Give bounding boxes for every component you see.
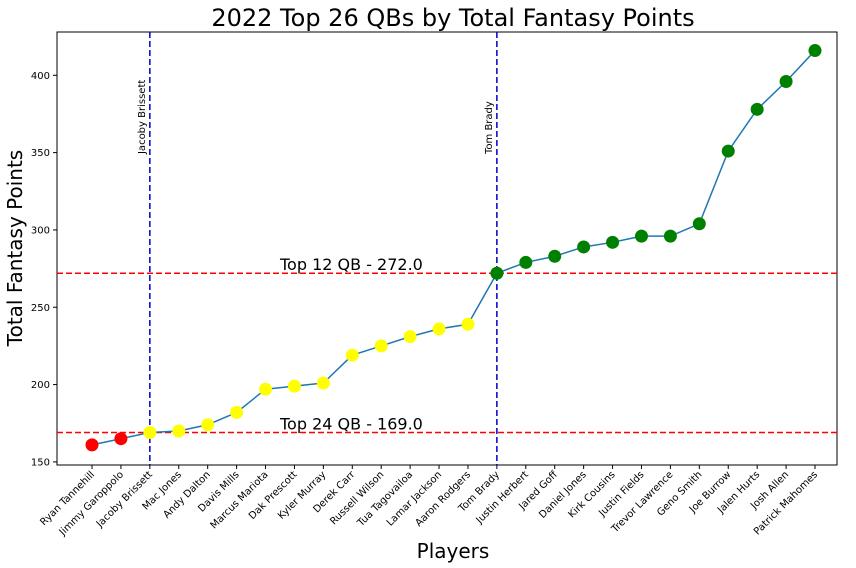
y-tick-label: 400 bbox=[31, 71, 50, 82]
data-point bbox=[750, 102, 764, 116]
chart-title: 2022 Top 26 QBs by Total Fantasy Points bbox=[211, 4, 694, 32]
data-point bbox=[316, 376, 330, 390]
y-tick-label: 200 bbox=[31, 380, 50, 391]
data-point bbox=[663, 229, 677, 243]
data-point bbox=[634, 229, 648, 243]
data-point bbox=[432, 322, 446, 336]
data-point bbox=[403, 330, 417, 344]
data-point bbox=[490, 266, 504, 280]
data-point bbox=[577, 240, 591, 254]
data-point bbox=[230, 405, 244, 419]
data-point bbox=[692, 217, 706, 231]
y-tick-label: 350 bbox=[31, 148, 50, 159]
data-point bbox=[287, 379, 301, 393]
reference-line-label: Top 24 QB - 169.0 bbox=[279, 415, 423, 434]
data-point bbox=[519, 255, 533, 269]
reference-line-label: Top 12 QB - 272.0 bbox=[279, 255, 423, 274]
data-point bbox=[779, 74, 793, 88]
data-point bbox=[606, 235, 620, 249]
data-point bbox=[721, 144, 735, 158]
data-point bbox=[259, 382, 273, 396]
data-point bbox=[201, 418, 215, 432]
data-point bbox=[374, 339, 388, 353]
data-point bbox=[461, 317, 475, 331]
data-point bbox=[808, 44, 822, 58]
vertical-line-label: Jacoby Brissett bbox=[137, 80, 148, 155]
y-tick-label: 250 bbox=[31, 303, 50, 314]
x-axis-label: Players bbox=[417, 539, 490, 563]
y-tick-label: 300 bbox=[31, 225, 50, 236]
plot-frame bbox=[56, 31, 838, 466]
data-point bbox=[143, 426, 157, 440]
vertical-line-label: Tom Brady bbox=[484, 101, 495, 155]
data-point bbox=[345, 348, 359, 362]
y-axis-label: Total Fantasy Points bbox=[3, 150, 27, 347]
y-tick-label: 150 bbox=[31, 457, 50, 468]
data-point bbox=[85, 438, 99, 452]
data-point bbox=[172, 424, 186, 438]
data-point bbox=[114, 432, 128, 446]
data-point bbox=[548, 249, 562, 263]
